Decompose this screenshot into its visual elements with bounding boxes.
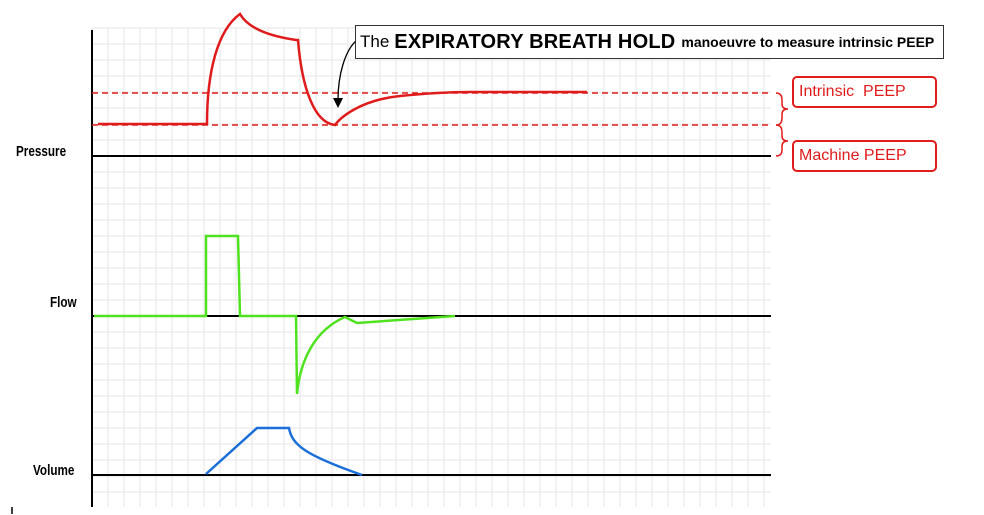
title-prefix: The xyxy=(360,32,390,51)
callout-arrow xyxy=(337,39,358,101)
callout-arrowhead xyxy=(333,98,343,108)
intrinsic-peep-label: Intrinsic PEEP xyxy=(792,76,937,108)
intrinsic-peep-brace xyxy=(775,92,789,126)
pressure-waveform xyxy=(98,12,587,127)
volume-waveform xyxy=(205,426,363,477)
title-main: EXPIRATORY BREATH HOLD xyxy=(394,30,676,53)
machine-peep-label: Machine PEEP xyxy=(792,140,937,172)
flow-label: Flow xyxy=(50,294,77,311)
pressure-label: Pressure xyxy=(16,143,67,160)
grid xyxy=(91,27,771,507)
flow-waveform xyxy=(94,234,456,395)
machine-peep-brace xyxy=(775,124,789,157)
volume-label: Volume xyxy=(33,462,75,479)
title-rest: manoeuvre to measure intrinsic PEEP xyxy=(681,34,935,50)
title-box: The EXPIRATORY BREATH HOLD manoeuvre to … xyxy=(355,25,944,59)
